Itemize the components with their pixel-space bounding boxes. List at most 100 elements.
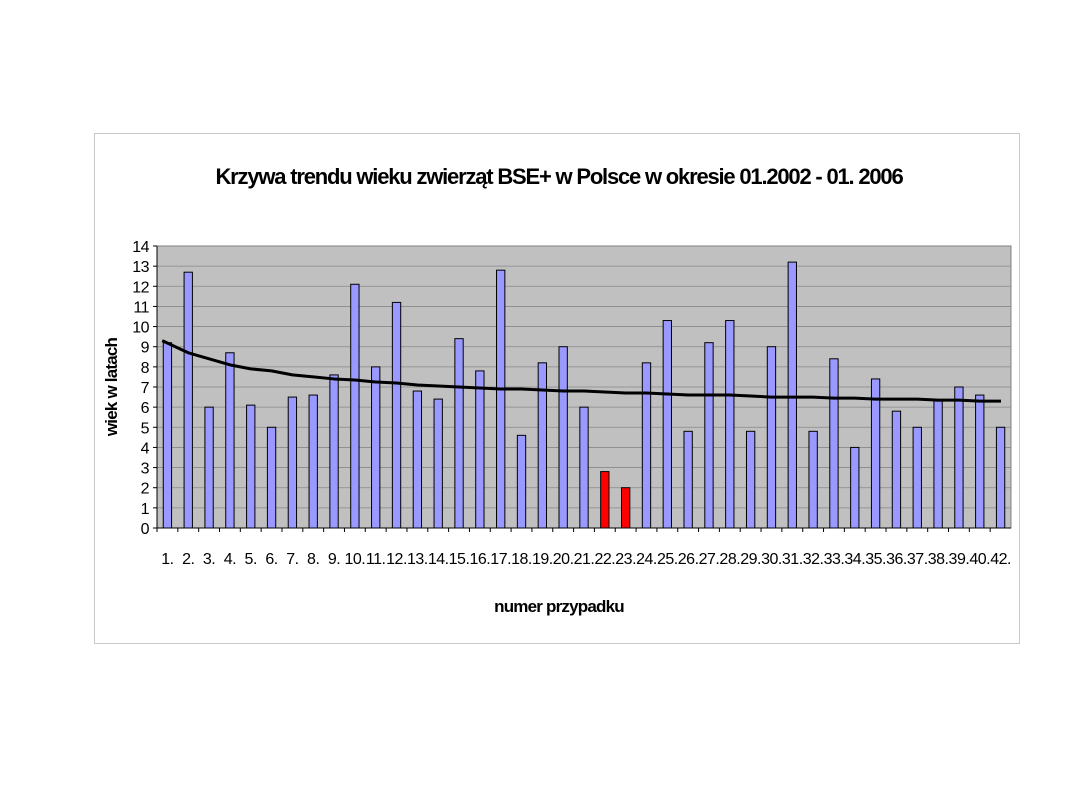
x-tick-label: 29. [740,551,761,568]
x-tick-label: 24. [636,551,657,568]
bar-chart: Krzywa trendu wieku zwierząt BSE+ w Pols… [102,164,1012,616]
x-tick-label: 21. [574,551,595,568]
x-tick-label: 39. [949,551,970,568]
bar-3 [204,406,214,529]
y-tick-label: 11 [133,299,149,316]
x-axis-label: numer przypadku [494,597,624,616]
x-tick-label: 18. [511,551,532,568]
x-tick-label: 8. [307,551,319,568]
x-tick-label: 27. [699,551,720,568]
x-tick-label: 28. [719,551,740,568]
x-tick-label: 13. [407,551,428,568]
bar-34 [850,446,860,529]
x-tick-label: 38. [928,551,949,568]
bar-25 [662,320,672,529]
bar-29 [745,430,756,529]
bar-24 [641,362,652,529]
x-tick-label: 9. [328,551,340,568]
bar-8 [308,394,318,529]
x-tick-label: 33. [824,551,845,568]
y-tick-label: 4 [141,440,150,457]
y-tick-label: 12 [132,279,149,296]
x-tick-label: 32. [803,551,824,568]
x-tick-label: 34. [844,551,865,568]
x-tick-label: 6. [265,551,277,568]
bar-40 [975,394,985,529]
bar-22 [600,471,610,529]
x-tick-label: 2. [182,551,194,568]
bar-11 [371,366,381,529]
bar-17 [496,269,506,529]
y-tick-label: 5 [141,420,150,437]
x-tick-label: 40. [969,551,990,568]
x-tick-label: 7. [286,551,298,568]
chart-title: Krzywa trendu wieku zwierząt BSE+ w Pols… [215,164,903,189]
x-tick-label: 42. [990,551,1011,568]
bar-14 [433,398,443,529]
bar-21 [579,406,589,529]
bar-4 [225,352,235,529]
x-tick-label: 31. [782,551,803,568]
x-tick-label: 3. [203,551,215,568]
bar-15 [454,338,464,529]
x-tick-label: 17. [490,551,511,568]
x-tick-label: 36. [886,551,907,568]
y-tick-label: 1 [141,501,150,518]
x-tick-label: 37. [907,551,928,568]
bar-7 [287,396,298,529]
x-tick-label: 14. [428,551,449,568]
y-tick-label: 13 [132,259,149,276]
x-axis-ticks: 1. 2. 3. 4. 5. 6. 7. 8. 9. 10. 11. 12. 13. 14. 15. 16. 1… [156,527,1011,568]
bar-38 [933,400,943,529]
bar-20 [558,346,568,529]
gridlines [157,265,1011,509]
bar-39 [954,386,964,529]
bar-1 [162,342,173,529]
x-tick-label: 35. [865,551,886,568]
bar-26 [683,430,693,529]
chart-frame: Krzywa trendu wieku zwierząt BSE+ w Pols… [94,133,1020,644]
bar-30 [766,346,777,529]
bar-10 [350,283,360,529]
bar-37 [912,426,922,529]
bar-9 [329,374,339,529]
bar-33 [829,358,839,529]
x-tick-label: 30. [761,551,782,568]
x-tick-label: 5. [245,551,257,568]
bar-36 [891,410,902,529]
x-tick-label: 23. [615,551,636,568]
y-axis-label: wiek w latach [102,337,121,437]
y-tick-label: 7 [141,380,150,397]
bar-18 [516,434,527,529]
bar-13 [412,390,423,529]
trendline-layer [161,339,1003,403]
x-tick-label: 10. [345,551,366,568]
y-tick-label: 0 [141,521,150,538]
x-tick-label: 19. [532,551,553,568]
x-tick-label: 12. [386,551,407,568]
bar-5 [246,404,256,529]
x-tick-label: 15. [449,551,470,568]
x-tick-label: 26. [678,551,699,568]
x-tick-label: 4. [224,551,236,568]
y-tick-label: 9 [141,340,150,357]
y-tick-label: 8 [141,360,150,377]
x-tick-label: 25. [657,551,678,568]
y-tick-label: 6 [141,400,150,417]
bar-19 [537,362,548,529]
x-tick-label: 16. [469,551,490,568]
bar-6 [266,426,277,529]
trendline [161,339,1003,403]
y-tick-label: 2 [141,481,150,498]
y-tick-label: 14 [132,239,149,256]
bar-32 [808,430,818,529]
bar-23 [620,487,631,529]
bar-27 [704,342,714,529]
y-tick-label: 3 [141,461,150,478]
bars [162,261,1006,529]
bar-28 [725,320,735,529]
x-tick-label: 22. [594,551,615,568]
x-tick-label: 11. [366,551,386,568]
bar-31 [787,261,797,529]
